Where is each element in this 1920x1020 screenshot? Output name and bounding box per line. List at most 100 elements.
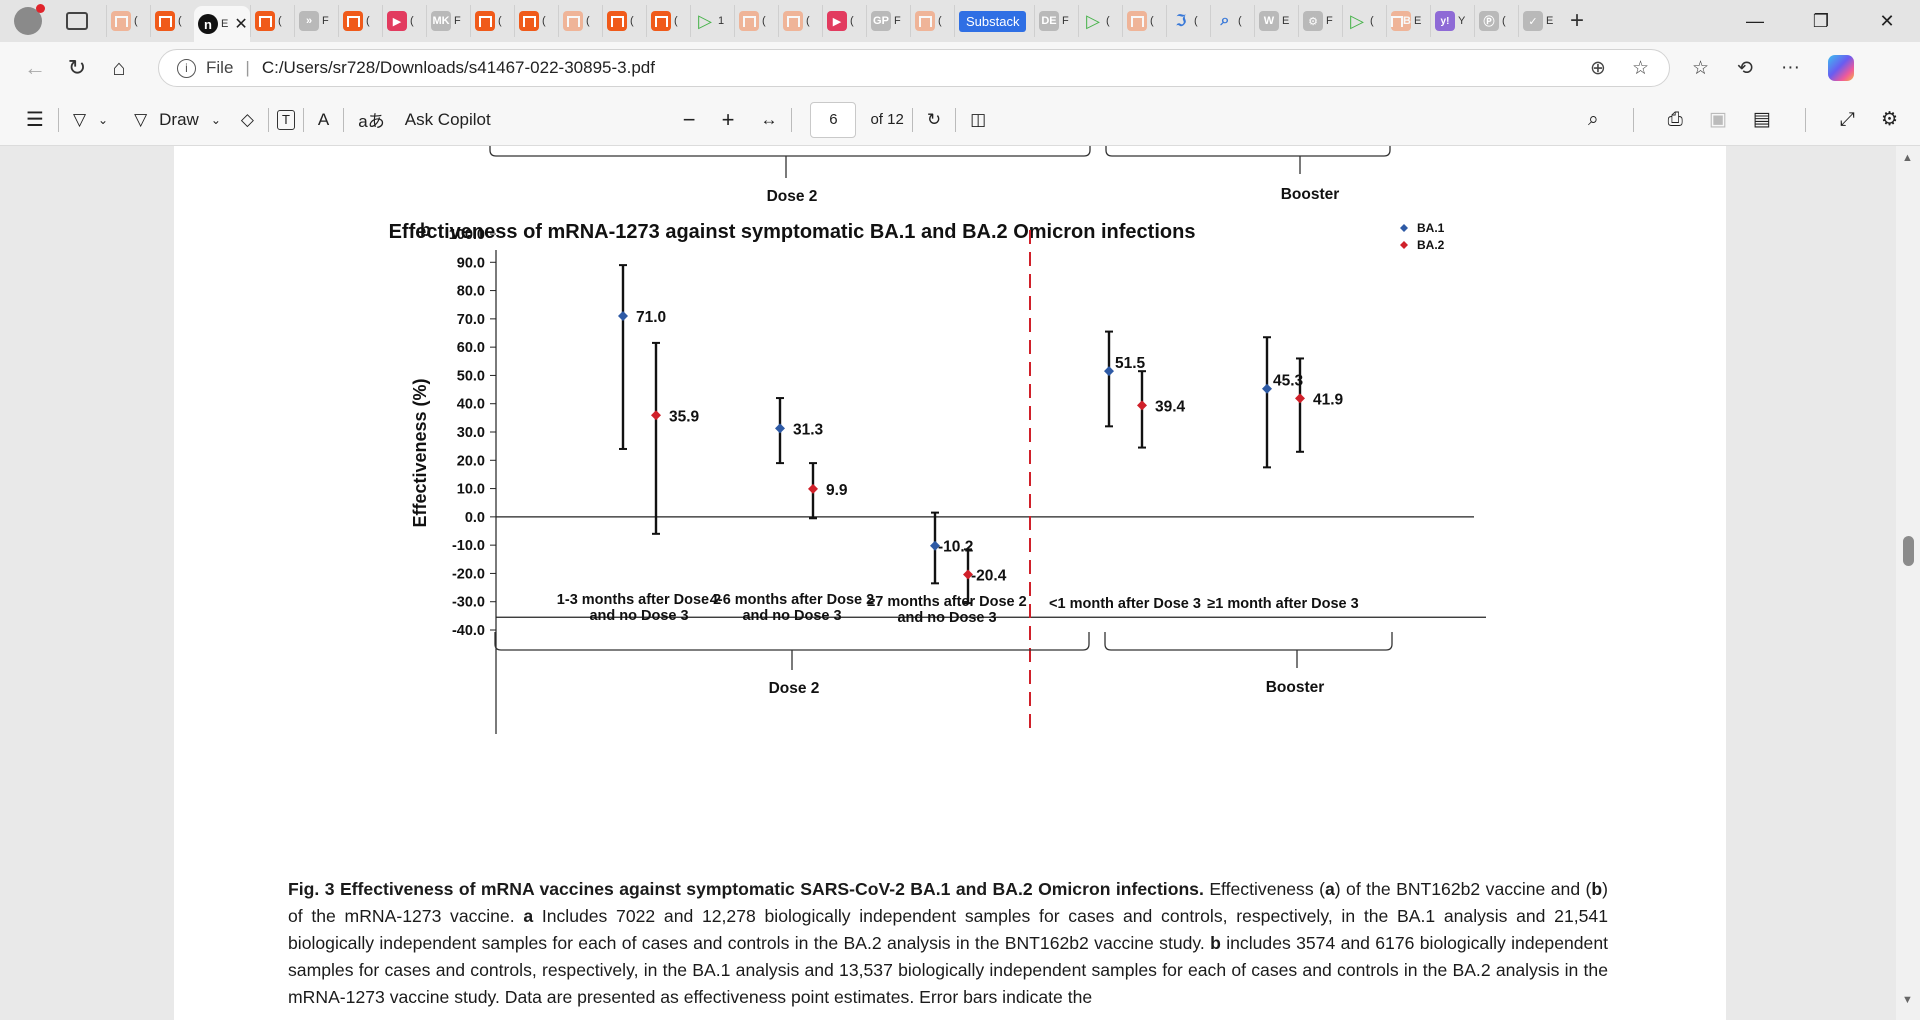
zoom-out-button[interactable]: − (682, 106, 696, 132)
browser-tab[interactable]: ( (150, 5, 194, 37)
browser-tab[interactable]: ( (778, 5, 822, 37)
save-as-icon[interactable]: ▤ (1752, 109, 1771, 130)
minimize-button[interactable]: — (1746, 10, 1764, 31)
browser-tab[interactable]: y! Y (1430, 5, 1474, 37)
scroll-thumb[interactable] (1903, 536, 1914, 566)
y-tick-label: 90.0 (457, 255, 485, 271)
fit-width-icon[interactable]: ↔ (760, 109, 778, 129)
fullscreen-icon[interactable]: ⤢ (1839, 108, 1855, 130)
settings-icon[interactable]: ⚙ (1880, 109, 1898, 130)
rotate-icon[interactable]: ↻ (926, 109, 942, 129)
tab-actions-icon[interactable] (66, 12, 88, 30)
search-icon[interactable]: ⌕ (1588, 108, 1599, 130)
info-icon[interactable]: i (177, 58, 196, 78)
browser-tab[interactable]: ( (250, 5, 294, 37)
scroll-down-arrow-icon[interactable]: ▼ (1902, 994, 1913, 1006)
tab-favicon-icon: MK (431, 11, 451, 31)
data-label: 71.0 (636, 309, 666, 326)
data-label: 31.3 (793, 421, 824, 438)
browser-tab[interactable]: Ⓟ( (1474, 5, 1518, 37)
y-tick-label: 60.0 (457, 340, 485, 356)
text-box-icon[interactable]: T (276, 109, 295, 130)
draw-chevron-icon[interactable]: ⌄ (210, 112, 221, 127)
toolbar-divider (267, 107, 269, 132)
browser-tab[interactable]: ( (734, 5, 778, 37)
pdf-viewer[interactable]: Dose 2 Booster b Effectiveness of mRNA-1… (0, 146, 1920, 1020)
browser-tab[interactable]: ⚙ F (1298, 5, 1342, 37)
browser-tab[interactable]: MK F (426, 5, 470, 37)
bottom-bracket-booster-label: Booster (1266, 679, 1325, 696)
url-text[interactable]: C:/Users/sr728/Downloads/s41467-022-3089… (261, 58, 655, 77)
x-category-label: ≥1 month after Dose 3 (1207, 596, 1358, 612)
profile-avatar[interactable] (14, 4, 45, 35)
browser-tab[interactable]: ( (106, 5, 150, 37)
figure-caption: Fig. 3 Effectiveness of mRNA vaccines ag… (288, 876, 1608, 1011)
address-bar[interactable]: i File | C:/Users/sr728/Downloads/s41467… (158, 49, 1670, 87)
browser-tab[interactable]: ( (602, 5, 646, 37)
tab-title: ( (1370, 15, 1374, 27)
browser-tab[interactable]: ( (910, 5, 954, 37)
read-aloud-icon[interactable]: A (317, 109, 330, 129)
tab-title: F (322, 15, 329, 27)
favorite-star-icon[interactable]: ☆ (1631, 57, 1649, 79)
zoom-in-button[interactable]: + (721, 106, 735, 132)
browser-tab[interactable]: ( (646, 5, 690, 37)
ask-copilot-button[interactable]: Ask Copilot (404, 109, 491, 129)
save-icon[interactable]: ▣ (1708, 109, 1727, 130)
browser-tab[interactable]: Substack (954, 5, 1034, 37)
browser-tab[interactable]: ℑ( (1166, 5, 1210, 37)
eraser-icon[interactable]: ◇ (240, 109, 254, 129)
browser-tab[interactable]: ( (470, 5, 514, 37)
refresh-button[interactable]: ↻ (67, 55, 87, 80)
scroll-up-arrow-icon[interactable]: ▲ (1902, 152, 1913, 164)
print-icon[interactable]: ⎙ (1667, 108, 1683, 130)
browser-tab[interactable]: ▷( (1342, 5, 1386, 37)
vertical-scrollbar[interactable]: ▲ ▼ (1896, 146, 1920, 1020)
favorites-icon[interactable]: ☆ (1692, 57, 1710, 79)
tab-title: ( (410, 15, 414, 27)
browser-tab[interactable]: ( (514, 5, 558, 37)
browser-tab[interactable]: ( (558, 5, 602, 37)
home-button[interactable]: ⌂ (112, 55, 126, 80)
draw-button[interactable]: Draw (159, 109, 199, 129)
browser-tab[interactable]: GP F (866, 5, 910, 37)
point-marker-ba1 (618, 311, 628, 322)
address-bar-row: ← ↻ ⌂ i File | C:/Users/sr728/Downloads/… (0, 42, 1920, 94)
toolbar-divider (955, 107, 957, 132)
bottom-bracket-dose2 (494, 632, 1090, 670)
translate-icon[interactable]: aあ (358, 112, 385, 131)
page-number-input[interactable]: 6 (810, 101, 857, 138)
browser-tab[interactable]: ▷( (1078, 5, 1122, 37)
browser-tab[interactable]: ( (1122, 5, 1166, 37)
browser-tab[interactable]: ⌕( (1210, 5, 1254, 37)
history-icon[interactable]: ⟲ (1737, 57, 1753, 79)
more-menu-icon[interactable]: ··· (1780, 57, 1800, 78)
highlight-icon[interactable]: ▽ (72, 109, 87, 129)
copilot-icon[interactable] (1827, 55, 1854, 81)
tab-title: ( (1238, 15, 1242, 27)
browser-tab[interactable]: DE F (1034, 5, 1078, 37)
browser-tab[interactable]: ▶( (822, 5, 866, 37)
browser-tab[interactable]: » F (294, 5, 338, 37)
browser-tab-active[interactable]: n E ✕ (194, 6, 250, 42)
restore-button[interactable]: ❐ (1812, 10, 1830, 31)
highlight-chevron-icon[interactable]: ⌄ (98, 112, 109, 127)
browser-tab[interactable]: ▷ 1 (690, 5, 734, 37)
close-window-button[interactable]: ✕ (1879, 10, 1895, 31)
browser-tab[interactable]: ✓ E (1518, 5, 1562, 37)
browser-tab[interactable]: ▶( (382, 5, 426, 37)
browser-tab[interactable]: ( (338, 5, 382, 37)
draw-icon[interactable]: ▽ (134, 109, 148, 129)
new-tab-button[interactable]: + (1570, 7, 1585, 34)
tab-title: ( (366, 15, 370, 27)
close-tab-icon[interactable]: ✕ (234, 16, 248, 33)
toolbar-divider (57, 107, 59, 132)
back-button[interactable]: ← (24, 55, 46, 80)
zoom-icon[interactable]: ⊕ (1590, 57, 1606, 79)
page-view-icon[interactable]: ◫ (970, 109, 987, 129)
tab-title: ( (1150, 15, 1154, 27)
data-label: 9.9 (826, 482, 848, 499)
contents-icon[interactable]: ☰ (26, 109, 44, 131)
